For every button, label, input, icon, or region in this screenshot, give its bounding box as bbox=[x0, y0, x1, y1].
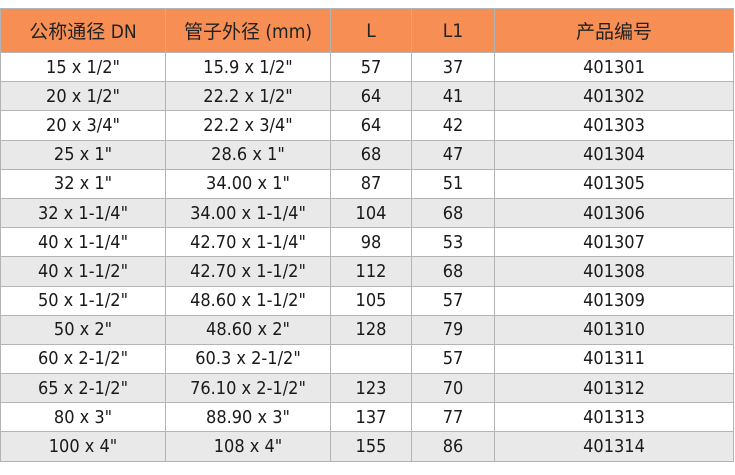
cell-l: 105 bbox=[330, 285, 412, 316]
cell-outer-diameter: 22.2 x 1/2" bbox=[165, 81, 331, 112]
cell-l1: 68 bbox=[411, 197, 495, 229]
header-l1: L1 bbox=[411, 8, 495, 53]
cell-l1: 37 bbox=[411, 51, 495, 83]
cell-product-code: 401301 bbox=[494, 51, 734, 83]
cell-product-code: 401305 bbox=[494, 168, 734, 199]
cell-l: 64 bbox=[330, 110, 412, 141]
cell-outer-diameter: 42.70 x 1-1/2" bbox=[165, 256, 331, 287]
cell-product-code: 401307 bbox=[494, 227, 734, 258]
cell-dn: 80 x 3" bbox=[0, 402, 166, 433]
cell-dn: 50 x 1-1/2" bbox=[0, 285, 166, 316]
cell-dn: 60 x 2-1/2" bbox=[0, 343, 166, 375]
cell-l: 104 bbox=[330, 197, 412, 229]
spec-table: 公称通径 DN 管子外径 (mm) L L1 产品编号 15 x 1/2" 15.9 x … bbox=[0, 8, 734, 462]
table-row: 80 x 3" 88.90 x 3" 137 77 401313 bbox=[0, 402, 734, 433]
cell-dn: 32 x 1-1/4" bbox=[0, 197, 166, 229]
header-product-code: 产品编号 bbox=[494, 8, 734, 53]
table-row: 100 x 4" 108 x 4" 155 86 401314 bbox=[0, 431, 734, 462]
cell-product-code: 401310 bbox=[494, 314, 734, 345]
cell-product-code: 401314 bbox=[494, 431, 734, 462]
table-row: 15 x 1/2" 15.9 x 1/2" 57 37 401301 bbox=[0, 51, 734, 83]
cell-outer-diameter: 108 x 4" bbox=[165, 431, 331, 462]
cell-l1: 42 bbox=[411, 110, 495, 141]
cell-l: 128 bbox=[330, 314, 412, 345]
cell-dn: 20 x 3/4" bbox=[0, 110, 166, 141]
cell-product-code: 401304 bbox=[494, 139, 734, 170]
cell-outer-diameter: 48.60 x 1-1/2" bbox=[165, 285, 331, 316]
cell-outer-diameter: 42.70 x 1-1/4" bbox=[165, 227, 331, 258]
table-row: 40 x 1-1/2" 42.70 x 1-1/2" 112 68 401308 bbox=[0, 256, 734, 287]
cell-l: 64 bbox=[330, 81, 412, 112]
cell-l1: 41 bbox=[411, 81, 495, 112]
cell-l: 123 bbox=[330, 373, 412, 404]
cell-l: 155 bbox=[330, 431, 412, 462]
cell-outer-diameter: 76.10 x 2-1/2" bbox=[165, 373, 331, 404]
cell-l1: 68 bbox=[411, 256, 495, 287]
cell-product-code: 401313 bbox=[494, 402, 734, 433]
cell-dn: 20 x 1/2" bbox=[0, 81, 166, 112]
table-row: 20 x 1/2" 22.2 x 1/2" 64 41 401302 bbox=[0, 81, 734, 112]
table-row: 40 x 1-1/4" 42.70 x 1-1/4" 98 53 401307 bbox=[0, 227, 734, 258]
table-row: 50 x 1-1/2" 48.60 x 1-1/2" 105 57 401309 bbox=[0, 285, 734, 316]
cell-l bbox=[330, 343, 412, 375]
cell-l1: 86 bbox=[411, 431, 495, 462]
cell-dn: 40 x 1-1/2" bbox=[0, 256, 166, 287]
header-dn: 公称通径 DN bbox=[0, 8, 166, 53]
cell-l1: 51 bbox=[411, 168, 495, 199]
cell-l1: 57 bbox=[411, 285, 495, 316]
table-row: 60 x 2-1/2" 60.3 x 2-1/2" 57 401311 bbox=[0, 343, 734, 375]
cell-outer-diameter: 15.9 x 1/2" bbox=[165, 51, 331, 83]
table-row: 20 x 3/4" 22.2 x 3/4" 64 42 401303 bbox=[0, 110, 734, 141]
cell-l: 68 bbox=[330, 139, 412, 170]
cell-dn: 65 x 2-1/2" bbox=[0, 373, 166, 404]
cell-product-code: 401309 bbox=[494, 285, 734, 316]
cell-outer-diameter: 34.00 x 1" bbox=[165, 168, 331, 199]
cell-product-code: 401303 bbox=[494, 110, 734, 141]
cell-product-code: 401311 bbox=[494, 343, 734, 375]
table-row: 32 x 1" 34.00 x 1" 87 51 401305 bbox=[0, 168, 734, 199]
header-outer-diameter: 管子外径 (mm) bbox=[165, 8, 331, 53]
cell-dn: 40 x 1-1/4" bbox=[0, 227, 166, 258]
cell-dn: 32 x 1" bbox=[0, 168, 166, 199]
cell-dn: 100 x 4" bbox=[0, 431, 166, 462]
cell-l: 57 bbox=[330, 51, 412, 83]
cell-l: 87 bbox=[330, 168, 412, 199]
cell-outer-diameter: 34.00 x 1-1/4" bbox=[165, 197, 331, 229]
cell-outer-diameter: 88.90 x 3" bbox=[165, 402, 331, 433]
cell-outer-diameter: 60.3 x 2-1/2" bbox=[165, 343, 331, 375]
cell-dn: 25 x 1" bbox=[0, 139, 166, 170]
cell-product-code: 401302 bbox=[494, 81, 734, 112]
cell-l: 98 bbox=[330, 227, 412, 258]
table-row: 25 x 1" 28.6 x 1" 68 47 401304 bbox=[0, 139, 734, 170]
cell-product-code: 401312 bbox=[494, 373, 734, 404]
cell-l1: 70 bbox=[411, 373, 495, 404]
cell-outer-diameter: 22.2 x 3/4" bbox=[165, 110, 331, 141]
cell-l1: 77 bbox=[411, 402, 495, 433]
cell-l: 137 bbox=[330, 402, 412, 433]
table-row: 50 x 2" 48.60 x 2" 128 79 401310 bbox=[0, 314, 734, 345]
header-l: L bbox=[330, 8, 412, 53]
cell-l1: 57 bbox=[411, 343, 495, 375]
cell-l1: 47 bbox=[411, 139, 495, 170]
cell-dn: 50 x 2" bbox=[0, 314, 166, 345]
cell-dn: 15 x 1/2" bbox=[0, 51, 166, 83]
header-row: 公称通径 DN 管子外径 (mm) L L1 产品编号 bbox=[0, 8, 734, 53]
cell-l1: 53 bbox=[411, 227, 495, 258]
cell-outer-diameter: 28.6 x 1" bbox=[165, 139, 331, 170]
cell-product-code: 401306 bbox=[494, 197, 734, 229]
table-row: 65 x 2-1/2" 76.10 x 2-1/2" 123 70 401312 bbox=[0, 373, 734, 404]
cell-product-code: 401308 bbox=[494, 256, 734, 287]
cell-l1: 79 bbox=[411, 314, 495, 345]
table-row: 32 x 1-1/4" 34.00 x 1-1/4" 104 68 401306 bbox=[0, 197, 734, 229]
cell-outer-diameter: 48.60 x 2" bbox=[165, 314, 331, 345]
cell-l: 112 bbox=[330, 256, 412, 287]
